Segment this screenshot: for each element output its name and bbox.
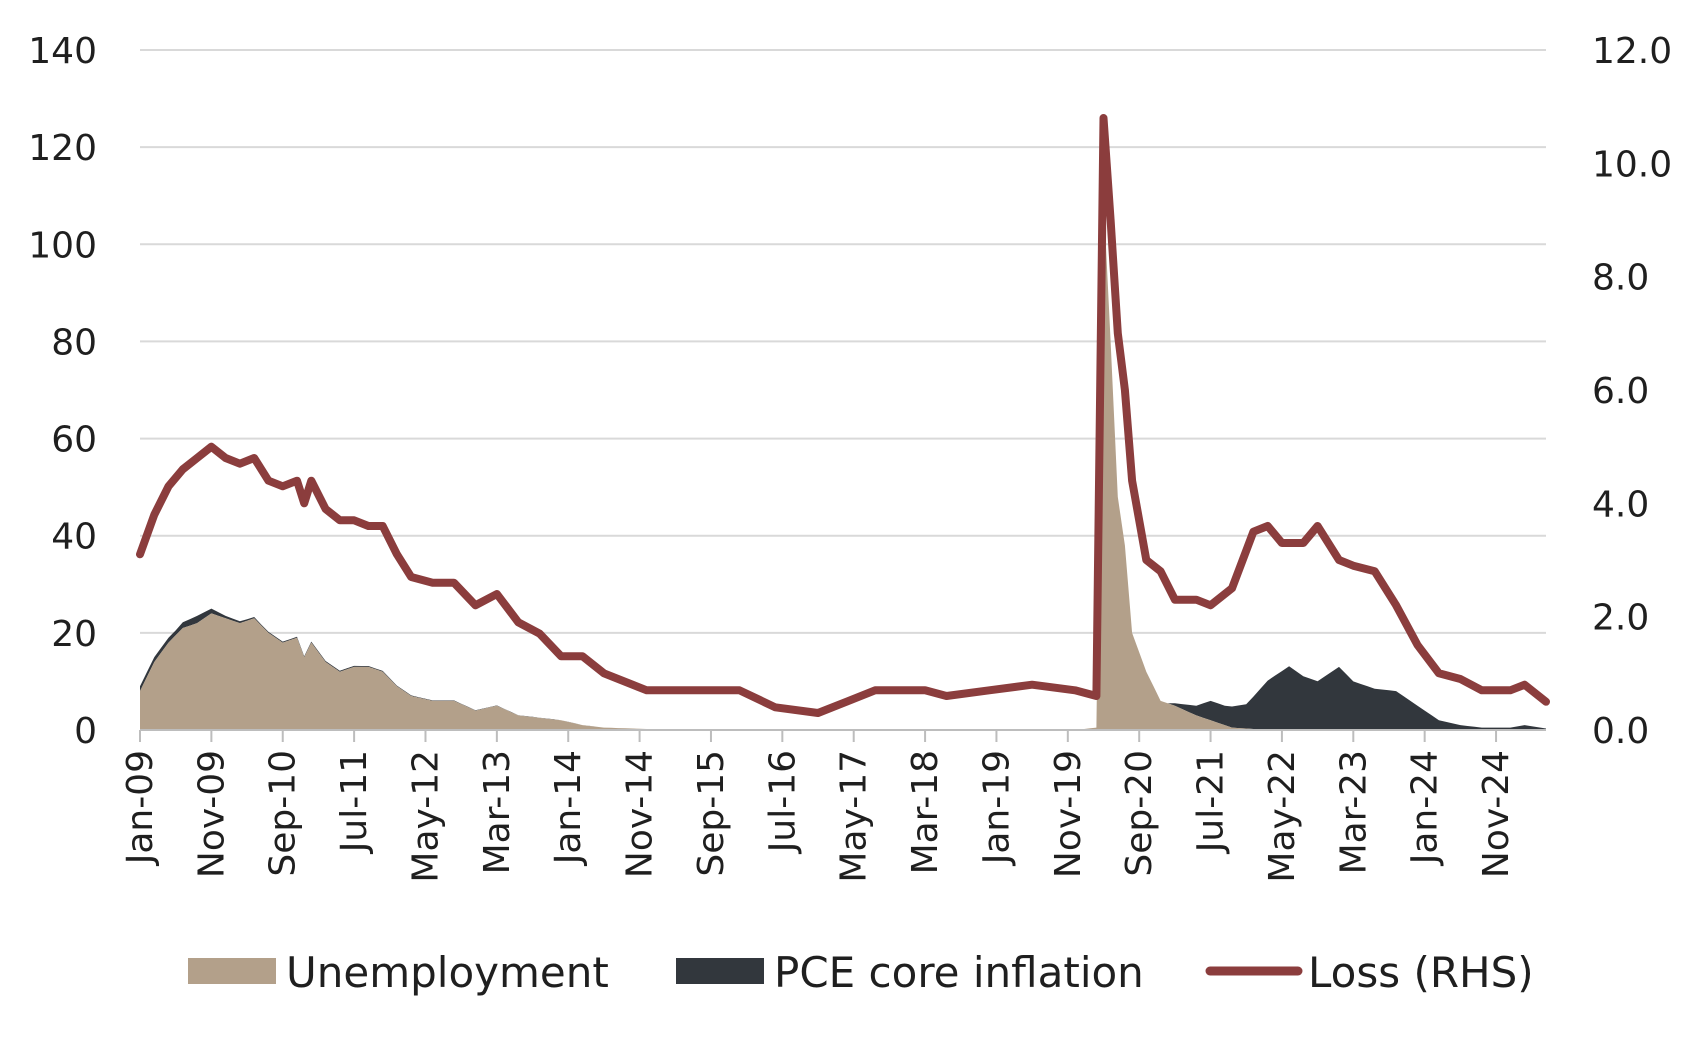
x-tick-label: May-12 (405, 750, 446, 883)
left-tick-label: 120 (28, 128, 97, 169)
legend-label: Loss (RHS) (1308, 948, 1534, 997)
legend-label: PCE core inflation (774, 948, 1144, 997)
x-tick-label: Jan-24 (1405, 750, 1446, 866)
area-pce-core-inflation (140, 195, 1546, 730)
x-tick-label: Sep-20 (1119, 750, 1160, 877)
left-tick-label: 80 (51, 322, 97, 363)
right-tick-label: 10.0 (1592, 144, 1672, 185)
right-tick-label: 2.0 (1592, 598, 1649, 639)
left-tick-label: 140 (28, 31, 97, 72)
area-series (140, 195, 1546, 730)
right-axis-tick-labels: 0.0 2.0 4.0 6.0 8.0 10.0 12.0 (1592, 31, 1672, 752)
line-loss (136, 114, 1550, 717)
x-tick-label: May-17 (834, 750, 875, 883)
legend: Unemployment PCE core inflation Loss (RHS) (188, 948, 1534, 997)
x-axis: Jan-09 Nov-09 Sep-10 Jul-11 May-12 Mar-13 Jan-… (120, 729, 1546, 883)
x-tick-label: Mar-13 (477, 750, 518, 874)
x-tick-label: Nov-19 (1048, 750, 1089, 878)
left-tick-label: 0 (74, 711, 97, 752)
area-unemployment (140, 195, 1546, 730)
legend-pce-core-inflation: PCE core inflation (676, 948, 1144, 997)
x-tick-label: Nov-14 (620, 750, 661, 878)
left-tick-label: 100 (28, 225, 97, 266)
left-tick-label: 20 (51, 614, 97, 655)
right-tick-label: 4.0 (1592, 484, 1649, 525)
legend-unemployment: Unemployment (188, 948, 609, 997)
gridlines (140, 49, 1546, 634)
x-tick-label: May-22 (1262, 750, 1303, 883)
left-axis-tick-labels: 0 20 40 60 80 100 120 140 (28, 31, 97, 752)
x-tick-label: Jan-09 (120, 750, 161, 866)
x-tick-label: Jan-19 (976, 750, 1017, 866)
line-series (136, 114, 1550, 717)
right-tick-label: 6.0 (1592, 371, 1649, 412)
x-tick-label: Mar-18 (905, 750, 946, 874)
legend-swatch (676, 958, 764, 984)
right-tick-label: 8.0 (1592, 258, 1649, 299)
x-tick-label: Nov-24 (1476, 750, 1517, 878)
x-tick-label: Mar-23 (1333, 750, 1374, 874)
left-tick-label: 40 (51, 517, 97, 558)
legend-swatch (188, 958, 276, 984)
right-tick-label: 12.0 (1592, 31, 1672, 72)
left-tick-label: 60 (51, 420, 97, 461)
x-tick-label: Jul-21 (1191, 750, 1232, 854)
x-tick-label: Jan-14 (548, 750, 589, 866)
legend-label: Unemployment (286, 948, 609, 997)
x-tick-label: Sep-15 (691, 750, 732, 877)
x-tick-label: Jul-16 (762, 750, 803, 854)
x-tick-label: Sep-10 (263, 750, 304, 877)
legend-loss: Loss (RHS) (1205, 948, 1534, 997)
x-tick-label: Nov-09 (191, 750, 232, 878)
right-tick-label: 0.0 (1592, 711, 1649, 752)
x-tick-label: Jul-11 (334, 750, 375, 854)
